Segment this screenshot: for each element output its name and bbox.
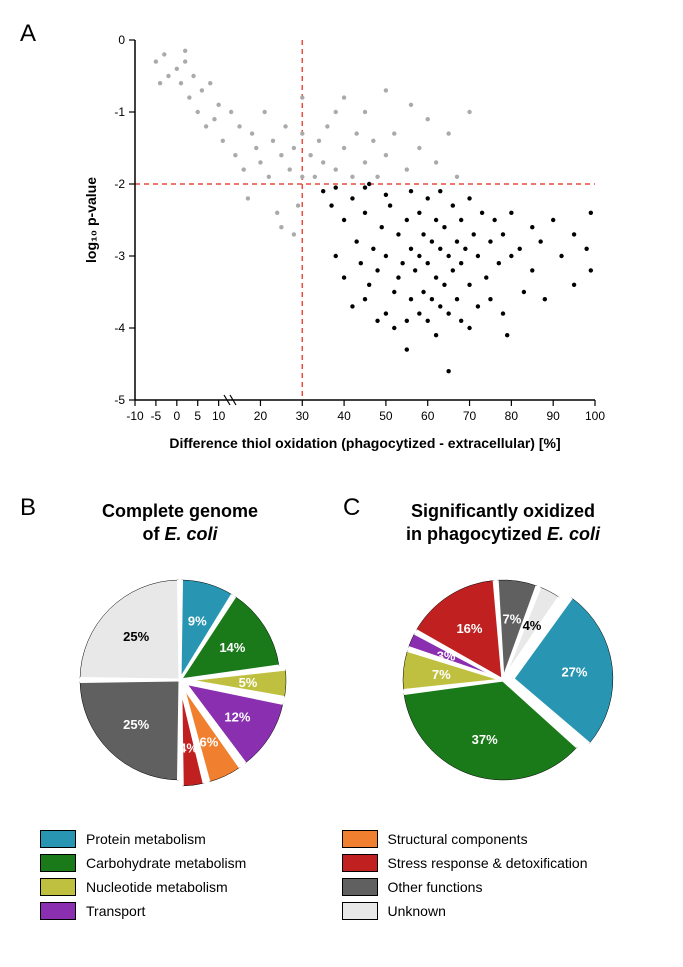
svg-text:-4: -4: [114, 321, 125, 335]
legend-label: Other functions: [388, 879, 483, 895]
panel-a: A -10-5051020304050607080901000-1-2-3-4-…: [20, 20, 663, 490]
svg-text:7%: 7%: [432, 667, 451, 682]
svg-text:5: 5: [194, 409, 201, 423]
svg-text:25%: 25%: [123, 717, 149, 732]
svg-text:40: 40: [337, 409, 351, 423]
pie-b-title-l2b: E. coli: [164, 524, 217, 544]
pie-b-container: 9% 14% 5% 12% 6%4% 25% 25%: [55, 555, 305, 805]
legend-swatch: [40, 878, 76, 896]
legend-label: Nucleotide metabolism: [86, 879, 228, 895]
legend-label: Transport: [86, 903, 145, 919]
svg-text:-2: -2: [114, 177, 125, 191]
legend-label: Protein metabolism: [86, 831, 206, 847]
pie-c-title-l2b: E. coli: [547, 524, 600, 544]
pie-c-title-l1: Significantly oxidized: [411, 501, 595, 521]
pie-c-container: 27%37%7%3%16%7%4%: [378, 555, 628, 805]
svg-text:20: 20: [254, 409, 268, 423]
legend: Protein metabolism Carbohydrate metabolis…: [20, 830, 663, 926]
panel-c: C Significantly oxidized in phagocytized…: [343, 500, 663, 805]
legend-item: Carbohydrate metabolism: [40, 854, 342, 872]
svg-text:60: 60: [421, 409, 435, 423]
pie-c-title-l2a: in phagocytized: [406, 524, 547, 544]
svg-text:0: 0: [173, 409, 180, 423]
panels-bc-row: B Complete genome of E. coli 9%14%5%12%6…: [20, 500, 663, 805]
svg-text:80: 80: [505, 409, 519, 423]
svg-text:7%: 7%: [503, 611, 522, 626]
legend-item: Transport: [40, 902, 342, 920]
legend-item: Protein metabolism: [40, 830, 342, 848]
svg-text:-3: -3: [114, 249, 125, 263]
svg-text:5%: 5%: [239, 675, 258, 690]
legend-swatch: [342, 902, 378, 920]
legend-left-col: Protein metabolism Carbohydrate metabolis…: [40, 830, 342, 926]
legend-item: Nucleotide metabolism: [40, 878, 342, 896]
legend-label: Carbohydrate metabolism: [86, 855, 246, 871]
svg-text:37%: 37%: [472, 732, 498, 747]
svg-text:log₁₀ p-value: log₁₀ p-value: [83, 177, 99, 263]
pie-b-title-l1: Complete genome: [102, 501, 258, 521]
svg-text:25%: 25%: [123, 629, 149, 644]
svg-text:-1: -1: [114, 105, 125, 119]
legend-swatch: [342, 878, 378, 896]
pie-b-chart: 9% 14% 5% 12% 6%4% 25% 25%: [55, 555, 305, 805]
pie-b-title-l2a: of: [142, 524, 164, 544]
legend-item: Unknown: [342, 902, 644, 920]
svg-text:0: 0: [118, 33, 125, 47]
svg-text:4%: 4%: [523, 618, 542, 633]
legend-swatch: [40, 830, 76, 848]
pie-b-title: Complete genome of E. coli: [20, 500, 340, 547]
svg-text:-10: -10: [126, 409, 144, 423]
pie-c-title: Significantly oxidized in phagocytized E…: [343, 500, 663, 547]
legend-label: Stress response & detoxification: [388, 855, 588, 871]
scatter-plot: -10-5051020304050607080901000-1-2-3-4-5D…: [80, 30, 610, 460]
legend-swatch: [342, 854, 378, 872]
panel-a-label: A: [20, 20, 36, 48]
legend-right-col: Structural components Stress response & d…: [342, 830, 644, 926]
svg-text:14%: 14%: [219, 640, 245, 655]
svg-text:9%: 9%: [188, 613, 207, 628]
svg-text:-5: -5: [151, 409, 162, 423]
legend-item: Stress response & detoxification: [342, 854, 644, 872]
legend-swatch: [40, 854, 76, 872]
pie-c-chart: 27%37%7%3%16%7%4%: [378, 555, 628, 805]
svg-text:50: 50: [379, 409, 393, 423]
svg-text:6%: 6%: [200, 734, 219, 749]
svg-text:16%: 16%: [456, 621, 482, 636]
svg-text:-5: -5: [114, 393, 125, 407]
legend-swatch: [40, 902, 76, 920]
panel-b: B Complete genome of E. coli 9%14%5%12%6…: [20, 500, 340, 805]
panel-c-label: C: [343, 494, 360, 522]
svg-text:12%: 12%: [224, 709, 250, 724]
svg-text:30: 30: [296, 409, 310, 423]
svg-text:10: 10: [212, 409, 226, 423]
figure: A -10-5051020304050607080901000-1-2-3-4-…: [20, 20, 663, 926]
legend-item: Structural components: [342, 830, 644, 848]
legend-item: Other functions: [342, 878, 644, 896]
legend-swatch: [342, 830, 378, 848]
svg-text:Difference thiol oxidation (ph: Difference thiol oxidation (phagocytized…: [169, 435, 560, 451]
svg-text:100: 100: [585, 409, 605, 423]
svg-text:4%: 4%: [179, 740, 198, 755]
svg-text:70: 70: [463, 409, 477, 423]
legend-label: Unknown: [388, 903, 446, 919]
panel-b-label: B: [20, 494, 36, 522]
svg-text:90: 90: [547, 409, 561, 423]
legend-label: Structural components: [388, 831, 528, 847]
svg-text:27%: 27%: [561, 664, 587, 679]
